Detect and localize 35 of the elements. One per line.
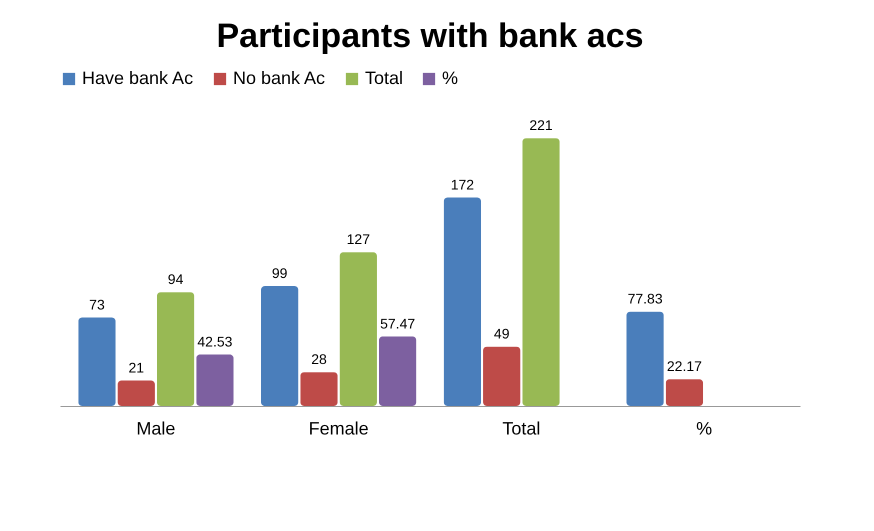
bar — [260, 286, 298, 406]
legend-label: Have bank Ac — [82, 68, 194, 88]
data-label: 99 — [272, 265, 288, 282]
legend-label: No bank Ac — [233, 68, 326, 88]
bar — [378, 336, 416, 406]
x-tick-label: % — [696, 418, 712, 438]
x-tick-label: Female — [308, 418, 369, 438]
bar — [118, 380, 155, 406]
data-label: 77.83 — [628, 290, 663, 307]
bar — [522, 138, 560, 406]
data-label: 28 — [311, 351, 327, 368]
bar — [340, 252, 377, 406]
data-label: 42.53 — [197, 333, 233, 350]
x-tick-label: Male — [136, 418, 176, 438]
data-label: 172 — [450, 176, 474, 193]
data-label: 127 — [346, 231, 370, 248]
data-label: 21 — [128, 360, 144, 376]
data-label: 57.47 — [380, 315, 416, 332]
bar — [78, 318, 116, 406]
bar — [156, 292, 194, 406]
bar — [483, 346, 520, 406]
data-label: 49 — [494, 326, 510, 342]
bar — [196, 354, 234, 406]
bar — [626, 312, 664, 406]
data-label: 22.17 — [666, 358, 702, 374]
data-label: 73 — [89, 296, 105, 313]
data-label: 221 — [529, 117, 553, 134]
x-tick-label: Total — [502, 418, 540, 438]
bar — [444, 198, 482, 406]
bar — [300, 372, 338, 406]
data-label: 94 — [168, 271, 184, 288]
chart-title: Participants with bank acs — [216, 17, 644, 55]
legend-label: % — [442, 68, 458, 88]
bar — [666, 379, 704, 406]
legend-label: Total — [365, 68, 404, 88]
